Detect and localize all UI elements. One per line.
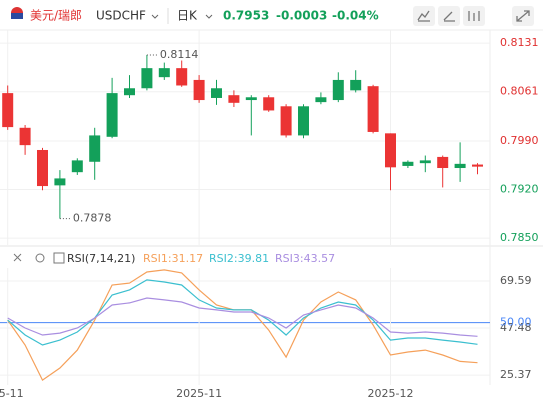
- candle-body: [89, 135, 101, 162]
- flag-icon: [11, 7, 23, 19]
- tool-button[interactable]: [438, 6, 460, 26]
- rsi-line: [7, 297, 478, 337]
- rsi-title: RSI(7,14,21): [67, 252, 135, 265]
- legend-entry: RSI2:39.81: [209, 252, 269, 265]
- last-price: 0.7953: [223, 9, 269, 23]
- rsi-line: [7, 279, 478, 346]
- symbol[interactable]: USDCHF: [96, 9, 146, 23]
- symbol-dropdown[interactable]: [151, 14, 159, 19]
- legend-entry: RSI1:31.17: [143, 252, 203, 265]
- candle-body: [141, 68, 153, 89]
- period-dropdown[interactable]: [205, 14, 213, 19]
- toolbar: [413, 6, 534, 26]
- y-tick-label: 0.7920: [500, 183, 539, 196]
- candle-body: [350, 79, 362, 91]
- tool-icon: [443, 11, 455, 22]
- y-tick-label: 47.48: [500, 321, 532, 334]
- candle-body: [193, 79, 205, 101]
- y-tick-label: 0.8131: [500, 36, 539, 49]
- price-change-pct: -0.04%: [332, 9, 379, 23]
- marks: 0.8114 0.7878 RSI1:31.17 RSI2:39.81 RSI3:43.…: [2, 48, 483, 381]
- period[interactable]: 日K: [177, 9, 198, 23]
- grid: 0.7850 0.7920 0.7990 0.8061 0.8131 25.37 47.48…: [0, 30, 539, 400]
- price-change: -0.0003: [276, 9, 327, 23]
- legend-entry: RSI3:43.57: [275, 252, 335, 265]
- x-tick-label: 2025-11: [176, 387, 222, 400]
- candle-body: [176, 68, 188, 86]
- candle-body: [211, 88, 222, 98]
- candle-body: [419, 160, 431, 164]
- rsi-controls: [13, 252, 65, 264]
- candle-body: [245, 97, 257, 101]
- y-tick-label: 0.8061: [500, 85, 539, 98]
- x-tick-label: 25-11: [0, 387, 24, 400]
- pair-name: 美元/瑞郎: [30, 9, 82, 23]
- candle-body: [298, 106, 309, 136]
- y-tick-label: 69.59: [500, 274, 532, 287]
- high-annotation: 0.8114: [160, 48, 199, 61]
- candle-body: [385, 133, 396, 168]
- candle-body: [315, 97, 327, 103]
- tool-icon: [468, 11, 480, 21]
- candle-body: [332, 79, 344, 101]
- candle-body: [54, 178, 66, 186]
- y-tick-label: 0.7990: [500, 134, 539, 147]
- candle-body: [263, 97, 275, 111]
- settings-icon[interactable]: [35, 253, 45, 263]
- candle-body: [2, 93, 14, 128]
- candle-body: [19, 127, 31, 146]
- expand-icon: [516, 10, 530, 22]
- candle-body: [71, 160, 83, 173]
- candle-body: [106, 93, 118, 137]
- table-icon[interactable]: [53, 252, 65, 264]
- candle-body: [280, 106, 292, 136]
- candle-body: [37, 149, 48, 187]
- candle-body: [124, 88, 135, 96]
- candle-body: [367, 86, 379, 132]
- low-annotation: 0.7878: [73, 212, 112, 225]
- candle-body: [402, 161, 414, 166]
- candle-body: [454, 163, 466, 169]
- y-tick-label: 50.00: [500, 316, 532, 329]
- y-tick-label: 0.7850: [500, 231, 539, 244]
- y-tick-label: 25.37: [500, 368, 532, 381]
- candle-body: [437, 156, 449, 169]
- candle-body: [472, 164, 483, 167]
- candle-body: [228, 95, 240, 103]
- close-icon[interactable]: [13, 253, 22, 262]
- x-tick-label: 2025-12: [368, 387, 414, 400]
- tool-icon: [417, 10, 430, 22]
- candle-body: [158, 68, 170, 78]
